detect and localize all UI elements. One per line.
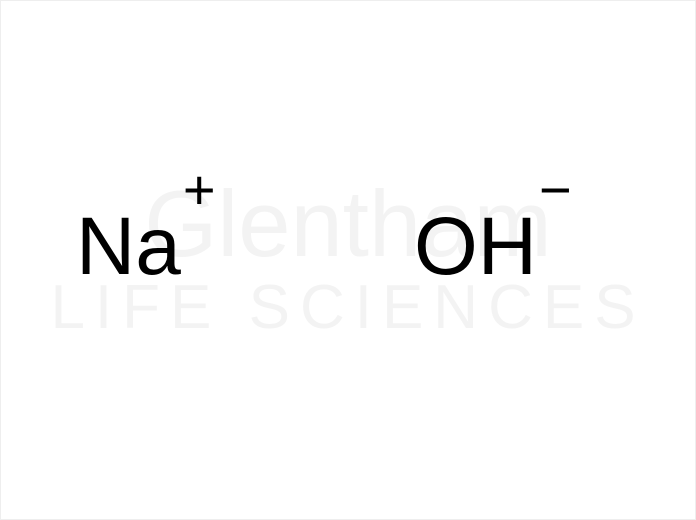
chemical-structure-canvas: Glentham LIFE SCIENCES Na+ OH− <box>0 0 696 520</box>
hydroxide-anion-symbol: OH <box>414 206 537 288</box>
hydroxide-anion: OH− <box>414 206 570 288</box>
sodium-cation-charge: + <box>183 162 216 218</box>
hydroxide-anion-charge: − <box>539 162 572 218</box>
sodium-cation: Na+ <box>76 206 214 288</box>
sodium-cation-symbol: Na <box>76 206 181 288</box>
